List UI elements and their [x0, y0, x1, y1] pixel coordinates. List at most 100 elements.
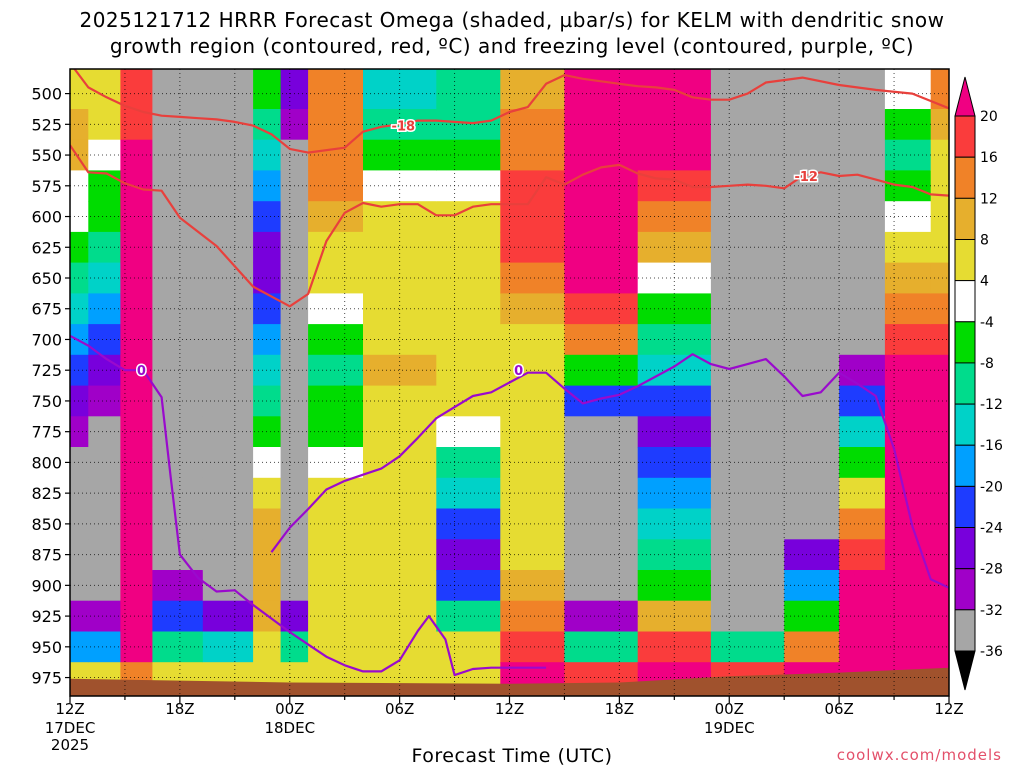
omega-cell: [884, 385, 932, 417]
omega-cell: [884, 293, 932, 325]
x-tick-label: 06Z: [824, 700, 853, 718]
colorbar-label: -28: [980, 562, 1003, 578]
omega-cell: [784, 447, 840, 479]
omega-cell: [308, 508, 364, 540]
omega-cell: [564, 324, 639, 356]
y-tick-label: 525: [31, 115, 62, 134]
omega-cell: [784, 201, 840, 233]
omega-cell: [88, 477, 121, 510]
omega-cell: [884, 69, 932, 110]
omega-cell: [784, 324, 840, 356]
omega-cell: [120, 570, 153, 602]
y-tick-label: 850: [31, 515, 62, 534]
omega-cell: [88, 570, 121, 602]
omega-cell: [564, 508, 639, 540]
omega-cell: [253, 139, 282, 171]
omega-cell: [564, 69, 639, 110]
y-tick-label: 950: [31, 638, 62, 657]
y-tick-label: 675: [31, 300, 62, 319]
omega-cell: [710, 293, 785, 325]
y-tick-label: 550: [31, 146, 62, 165]
omega-cell: [120, 477, 153, 510]
omega-cell: [884, 262, 932, 294]
colorbar-box: [954, 239, 976, 282]
omega-cell: [202, 293, 254, 325]
omega-cell: [564, 600, 639, 632]
omega-cell: [120, 201, 153, 233]
omega-cell: [308, 631, 364, 663]
colorbar-label: 4: [980, 274, 989, 290]
omega-cell: [88, 385, 121, 417]
omega-cell: [930, 600, 949, 632]
omega-cell: [88, 508, 121, 540]
y-tick-label: 650: [31, 269, 62, 288]
omega-cell: [253, 508, 282, 540]
omega-cell: [253, 231, 282, 264]
contour-line: [70, 334, 547, 677]
x-tick-label: 18Z: [605, 700, 634, 718]
omega-cell: [930, 539, 949, 571]
omega-cell: [710, 600, 785, 632]
omega-cell: [710, 416, 785, 448]
omega-cell: [308, 600, 364, 632]
colorbar-box: [954, 568, 976, 611]
colorbar-label: -4: [980, 315, 994, 331]
omega-cell: [308, 231, 364, 264]
colorbar-label: -12: [980, 397, 1003, 413]
y-tick-label: 925: [31, 607, 62, 626]
omega-cell: [710, 201, 785, 233]
terrain-surface: [70, 667, 949, 696]
omega-cell: [152, 170, 204, 202]
contour-label: 0: [514, 364, 523, 379]
omega-cell: [930, 570, 949, 602]
omega-cell: [710, 139, 785, 171]
colorbar-label: 16: [980, 150, 998, 166]
x-tick-label: 12Z: [934, 700, 963, 718]
y-tick-label: 600: [31, 208, 62, 227]
omega-cell: [930, 354, 949, 387]
omega-cell: [253, 477, 282, 510]
omega-cell: [308, 416, 364, 448]
omega-cell: [363, 354, 437, 387]
omega-cell: [500, 69, 565, 110]
omega-cell: [710, 262, 785, 294]
colorbar-label: -24: [980, 521, 1003, 537]
colorbar-label: -36: [980, 644, 1003, 660]
omega-cell: [70, 508, 89, 540]
omega-cell: [308, 139, 364, 171]
omega-cell: [710, 354, 785, 387]
y-tick-label: 700: [31, 330, 62, 349]
omega-cell: [120, 416, 153, 448]
colorbar-box: [954, 444, 976, 487]
omega-cell: [253, 293, 282, 325]
omega-cell: [88, 139, 121, 171]
omega-cell: [202, 170, 254, 202]
omega-cell: [930, 262, 949, 294]
omega-cell: [884, 354, 932, 387]
omega-cell: [710, 570, 785, 602]
omega-cell: [884, 201, 932, 233]
omega-cell: [70, 447, 89, 479]
omega-cell: [120, 262, 153, 294]
contour-line: [73, 69, 949, 154]
omega-cell: [202, 385, 254, 417]
omega-cell: [564, 201, 639, 233]
omega-cell: [70, 539, 89, 571]
colorbar-box: [954, 115, 976, 158]
omega-cell: [930, 447, 949, 479]
omega-cell: [88, 324, 121, 356]
omega-cell: [564, 293, 639, 325]
omega-cell: [363, 170, 437, 202]
colorbar-box: [954, 485, 976, 529]
omega-cell: [202, 539, 254, 571]
omega-cell: [564, 539, 639, 571]
omega-cell: [710, 324, 785, 356]
omega-cell: [120, 324, 153, 356]
omega-cell: [710, 69, 785, 110]
omega-cell: [884, 447, 932, 479]
omega-cell: [70, 231, 89, 264]
x-tick-label: 06Z: [385, 700, 414, 718]
omega-cell: [70, 354, 89, 387]
y-tick-label: 575: [31, 177, 62, 196]
omega-cell: [152, 109, 204, 141]
